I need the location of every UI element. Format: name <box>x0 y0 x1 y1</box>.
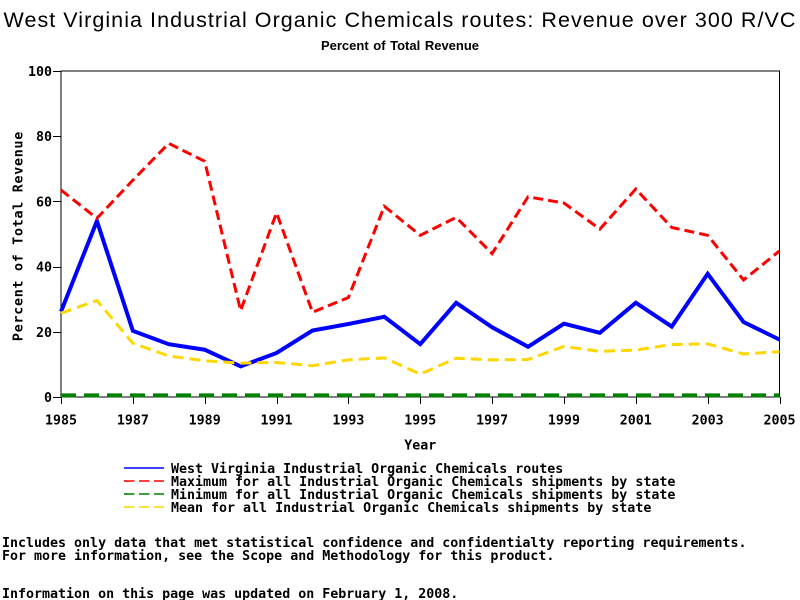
y-axis-title: Percent of Total Revenue <box>12 131 27 341</box>
y-tick-label: 60 <box>36 195 52 210</box>
series-line-0 <box>59 215 781 369</box>
legend-label-3: Mean for all Industrial Organic Chemical… <box>171 500 652 516</box>
y-tick-label: 40 <box>36 261 52 276</box>
legend-line-sample-3 <box>124 505 164 508</box>
legend-label-0: West Virginia Industrial Organic Chemica… <box>171 461 564 477</box>
legend-line-sample-1 <box>124 479 164 482</box>
series-line-3 <box>60 298 780 376</box>
x-tick-label: 2005 <box>763 414 795 429</box>
footnote-line-2: For more information, see the Scope and … <box>2 549 555 565</box>
x-tick-label: 1999 <box>548 414 580 429</box>
x-tick-label: 2003 <box>692 414 724 429</box>
x-tick-label: 1997 <box>476 414 508 429</box>
legend-item-2: Minimum for all Industrial Organic Chemi… <box>124 487 676 503</box>
x-tick-label: 1991 <box>261 414 293 429</box>
legend-item-3: Mean for all Industrial Organic Chemical… <box>124 500 652 516</box>
legend-label-2: Minimum for all Industrial Organic Chemi… <box>171 487 676 503</box>
x-tick-label: 1985 <box>45 414 77 429</box>
plot-area: 0 20 40 60 80 100 1985 1987 1989 1991 1993 1995 1997… <box>12 65 796 454</box>
y-tick-label: 80 <box>36 130 52 145</box>
y-tick-label: 0 <box>44 391 52 406</box>
legend-line-sample-2 <box>124 492 164 495</box>
footnote-line-3: Information on this page was updated on … <box>2 587 459 600</box>
x-tick-label: 1993 <box>332 414 364 429</box>
legend-item-0: West Virginia Industrial Organic Chemica… <box>124 461 564 477</box>
y-tick-label: 100 <box>28 65 52 80</box>
legend-label-1: Maximum for all Industrial Organic Chemi… <box>171 474 676 490</box>
y-tick-label: 20 <box>36 326 52 341</box>
legend-line-sample-0 <box>124 466 164 469</box>
x-tick-label: 1987 <box>117 414 149 429</box>
chart-title: West Virginia Industrial Organic Chemica… <box>3 7 797 32</box>
x-tick-label: 2001 <box>620 414 652 429</box>
chart-subtitle: Percent of Total Revenue <box>320 38 480 53</box>
series-line-1 <box>60 141 781 316</box>
legend-item-1: Maximum for all Industrial Organic Chemi… <box>124 474 676 490</box>
x-axis-title: Year <box>404 439 436 454</box>
footnote-line-1: Includes only data that met statistical … <box>2 535 747 551</box>
x-tick-label: 1995 <box>404 414 436 429</box>
x-tick-label: 1989 <box>189 414 221 429</box>
